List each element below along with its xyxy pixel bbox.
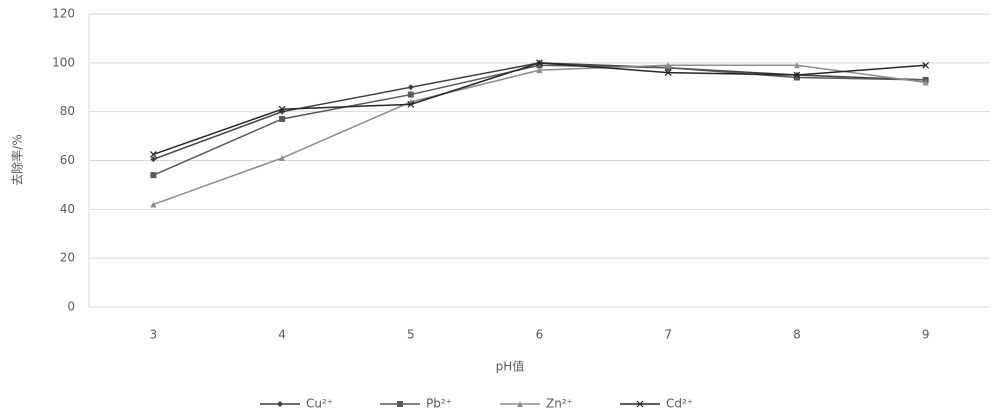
point xyxy=(150,201,157,208)
series-line xyxy=(153,64,926,206)
y-tick-label: 120 xyxy=(52,7,75,21)
point xyxy=(922,61,930,69)
x-tick-label: 4 xyxy=(278,328,286,342)
legend-label: Cu²⁺ xyxy=(306,397,333,411)
point xyxy=(150,156,157,163)
y-tick-label: 20 xyxy=(60,251,75,265)
x-tick-label: 6 xyxy=(536,328,544,342)
point xyxy=(793,74,800,81)
y-tick-label: 60 xyxy=(60,153,75,167)
series-line xyxy=(153,64,926,176)
point xyxy=(150,172,157,179)
x-axis-label: pH值 xyxy=(496,359,525,374)
point xyxy=(793,71,801,79)
y-axis-label: 去除率/% xyxy=(10,134,25,185)
point xyxy=(536,67,543,74)
x-tick-label: 8 xyxy=(793,328,801,342)
x-tick-label: 7 xyxy=(664,328,672,342)
series-line xyxy=(153,62,926,156)
point xyxy=(407,100,415,108)
point xyxy=(793,62,800,69)
point xyxy=(279,155,286,162)
legend-label: Zn²⁺ xyxy=(546,397,573,411)
point xyxy=(922,79,929,86)
y-tick-label: 0 xyxy=(67,300,75,314)
y-tick-label: 40 xyxy=(60,202,75,216)
x-tick-label: 5 xyxy=(407,328,415,342)
x-tick-label: 9 xyxy=(922,328,930,342)
point xyxy=(665,62,672,69)
point xyxy=(149,150,157,158)
legend-marker xyxy=(397,401,403,407)
point xyxy=(407,84,414,91)
x-tick-label: 3 xyxy=(150,328,158,342)
point xyxy=(664,69,672,77)
y-tick-label: 80 xyxy=(60,104,75,118)
legend-label: Cd²⁺ xyxy=(666,397,693,411)
point xyxy=(279,115,286,122)
point xyxy=(536,62,543,69)
legend-marker xyxy=(517,401,523,407)
point xyxy=(407,91,414,98)
y-tick-label: 100 xyxy=(52,55,75,69)
legend-label: Pb²⁺ xyxy=(426,397,452,411)
legend-marker xyxy=(277,401,283,407)
point xyxy=(278,105,286,113)
point xyxy=(536,59,543,67)
legend-marker xyxy=(636,400,644,408)
